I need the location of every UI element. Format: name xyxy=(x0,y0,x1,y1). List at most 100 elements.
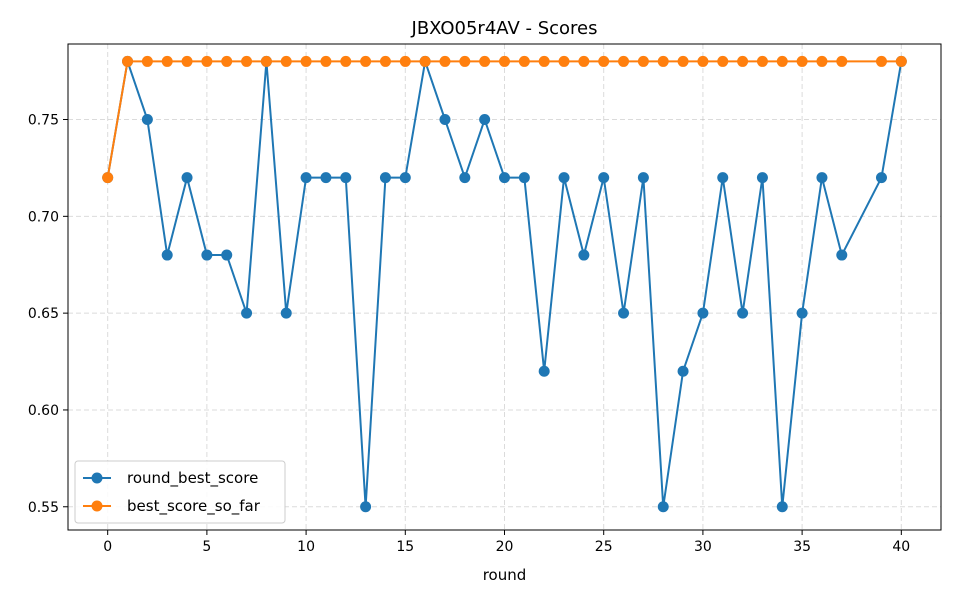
y-tick-label: 0.55 xyxy=(28,500,59,516)
data-point-round-best-score xyxy=(637,172,649,184)
y-tick-label: 0.75 xyxy=(28,113,59,129)
data-point-round-best-score xyxy=(618,307,630,319)
data-point-best-score-so-far xyxy=(419,55,431,67)
data-point-best-score-so-far xyxy=(796,55,808,67)
data-point-best-score-so-far xyxy=(181,55,193,67)
data-point-best-score-so-far xyxy=(201,55,213,67)
data-point-round-best-score xyxy=(221,249,233,261)
data-point-round-best-score xyxy=(816,172,828,184)
x-tick-label: 25 xyxy=(595,539,613,555)
chart-title: JBXO05r4AV - Scores xyxy=(411,18,598,39)
x-axis: 0 5 10 15 20 25 30 35 40 xyxy=(103,530,910,555)
data-point-best-score-so-far xyxy=(241,55,253,67)
data-point-round-best-score xyxy=(518,172,530,184)
x-axis-label: round xyxy=(483,566,527,584)
data-point-round-best-score xyxy=(161,249,173,261)
data-point-round-best-score xyxy=(796,307,808,319)
data-point-round-best-score xyxy=(459,172,471,184)
data-point-best-score-so-far xyxy=(657,55,669,67)
data-point-round-best-score xyxy=(737,307,749,319)
legend-box xyxy=(74,460,286,524)
data-point-best-score-so-far xyxy=(221,55,233,67)
data-point-best-score-so-far xyxy=(439,55,451,67)
data-point-round-best-score xyxy=(875,172,887,184)
data-point-best-score-so-far xyxy=(776,55,788,67)
x-tick-label: 35 xyxy=(793,539,811,555)
data-point-round-best-score xyxy=(241,307,253,319)
data-point-best-score-so-far xyxy=(360,55,372,67)
data-point-best-score-so-far xyxy=(518,55,530,67)
data-point-round-best-score xyxy=(717,172,729,184)
data-point-best-score-so-far xyxy=(875,55,887,67)
data-point-best-score-so-far xyxy=(717,55,729,67)
x-tick-label: 10 xyxy=(297,539,315,555)
data-point-best-score-so-far xyxy=(578,55,590,67)
x-tick-label: 5 xyxy=(202,539,211,555)
data-point-round-best-score xyxy=(558,172,570,184)
data-point-round-best-score xyxy=(439,114,451,126)
data-point-round-best-score xyxy=(598,172,610,184)
data-point-round-best-score xyxy=(320,172,332,184)
data-point-best-score-so-far xyxy=(479,55,491,67)
data-point-round-best-score xyxy=(479,114,491,126)
data-point-best-score-so-far xyxy=(538,55,550,67)
data-point-round-best-score xyxy=(677,365,689,377)
data-point-best-score-so-far xyxy=(895,55,907,67)
data-point-round-best-score xyxy=(141,114,153,126)
data-point-best-score-so-far xyxy=(122,55,134,67)
data-point-best-score-so-far xyxy=(141,55,153,67)
data-point-round-best-score xyxy=(280,307,292,319)
legend-marker-round-best-score xyxy=(91,472,103,484)
data-point-best-score-so-far xyxy=(280,55,292,67)
data-point-best-score-so-far xyxy=(816,55,828,67)
data-point-round-best-score xyxy=(538,365,550,377)
y-axis: 0.55 0.60 0.65 0.70 0.75 xyxy=(28,113,68,516)
data-point-best-score-so-far xyxy=(459,55,471,67)
data-point-best-score-so-far xyxy=(618,55,630,67)
y-tick-label: 0.65 xyxy=(28,306,59,322)
data-point-round-best-score xyxy=(756,172,768,184)
legend-label-round-best-score: round_best_score xyxy=(127,469,258,488)
data-point-best-score-so-far xyxy=(499,55,510,67)
data-point-round-best-score xyxy=(776,501,788,513)
data-point-best-score-so-far xyxy=(598,55,610,67)
legend-label-best-score-so-far: best_score_so_far xyxy=(127,497,261,516)
data-point-best-score-so-far xyxy=(697,55,709,67)
series-best-score-so-far xyxy=(102,55,907,184)
y-tick-label: 0.60 xyxy=(28,403,59,419)
data-point-best-score-so-far xyxy=(836,55,848,67)
data-point-round-best-score xyxy=(181,172,193,184)
data-point-round-best-score xyxy=(340,172,352,184)
x-tick-label: 0 xyxy=(103,539,112,555)
data-point-best-score-so-far xyxy=(102,172,114,184)
data-point-best-score-so-far xyxy=(677,55,689,67)
data-point-best-score-so-far xyxy=(300,55,312,67)
data-point-round-best-score xyxy=(578,249,590,261)
data-point-best-score-so-far xyxy=(379,55,391,67)
x-tick-label: 20 xyxy=(496,539,514,555)
data-point-best-score-so-far xyxy=(558,55,570,67)
legend-marker-best-score-so-far xyxy=(91,500,103,512)
data-point-round-best-score xyxy=(201,249,213,261)
series-layer xyxy=(102,55,907,513)
x-tick-label: 30 xyxy=(694,539,712,555)
data-point-round-best-score xyxy=(360,501,372,513)
data-point-best-score-so-far xyxy=(320,55,332,67)
data-point-best-score-so-far xyxy=(260,55,272,67)
grid xyxy=(68,44,941,530)
data-point-round-best-score xyxy=(697,307,709,319)
x-tick-label: 15 xyxy=(396,539,414,555)
legend: round_best_score best_score_so_far xyxy=(74,460,286,524)
y-tick-label: 0.70 xyxy=(28,209,59,225)
data-point-round-best-score xyxy=(657,501,669,513)
data-point-round-best-score xyxy=(300,172,312,184)
data-point-best-score-so-far xyxy=(737,55,749,67)
data-point-round-best-score xyxy=(499,172,510,184)
data-point-round-best-score xyxy=(399,172,411,184)
series-line-round-best-score xyxy=(106,60,903,508)
data-point-best-score-so-far xyxy=(340,55,352,67)
data-point-round-best-score xyxy=(379,172,391,184)
data-point-best-score-so-far xyxy=(399,55,411,67)
series-line-best-score-so-far xyxy=(106,60,902,178)
